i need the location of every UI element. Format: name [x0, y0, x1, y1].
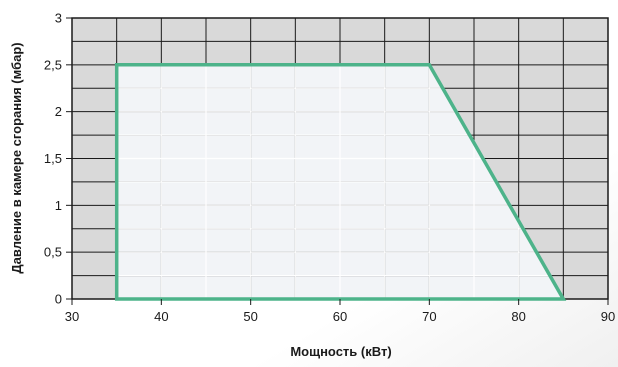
y-tick-label: 0: [55, 292, 62, 307]
y-axis-ticks: 0 0,5 1 1,5 2 2,5 3: [44, 11, 72, 307]
x-tick-label: 80: [511, 309, 525, 324]
x-tick-label: 30: [65, 309, 79, 324]
y-tick-label: 2,5: [44, 57, 62, 72]
x-axis-ticks: 30 40 50 60 70 80 90: [65, 299, 615, 324]
y-tick-label: 1,5: [44, 151, 62, 166]
x-tick-label: 60: [333, 309, 347, 324]
y-tick-label: 2: [55, 104, 62, 119]
plot-area: [71, 17, 609, 301]
x-tick-label: 70: [422, 309, 436, 324]
x-axis-label: Мощность (кВт): [290, 344, 391, 359]
y-tick-label: 3: [55, 11, 62, 26]
x-tick-label: 50: [243, 309, 257, 324]
operating-region-outline: [114, 63, 567, 301]
x-tick-label: 40: [154, 309, 168, 324]
x-tick-label: 90: [601, 309, 615, 324]
y-tick-label: 1: [55, 198, 62, 213]
y-tick-label: 0,5: [44, 245, 62, 260]
y-axis-label: Давление в камере сгорания (мбар): [9, 42, 24, 273]
